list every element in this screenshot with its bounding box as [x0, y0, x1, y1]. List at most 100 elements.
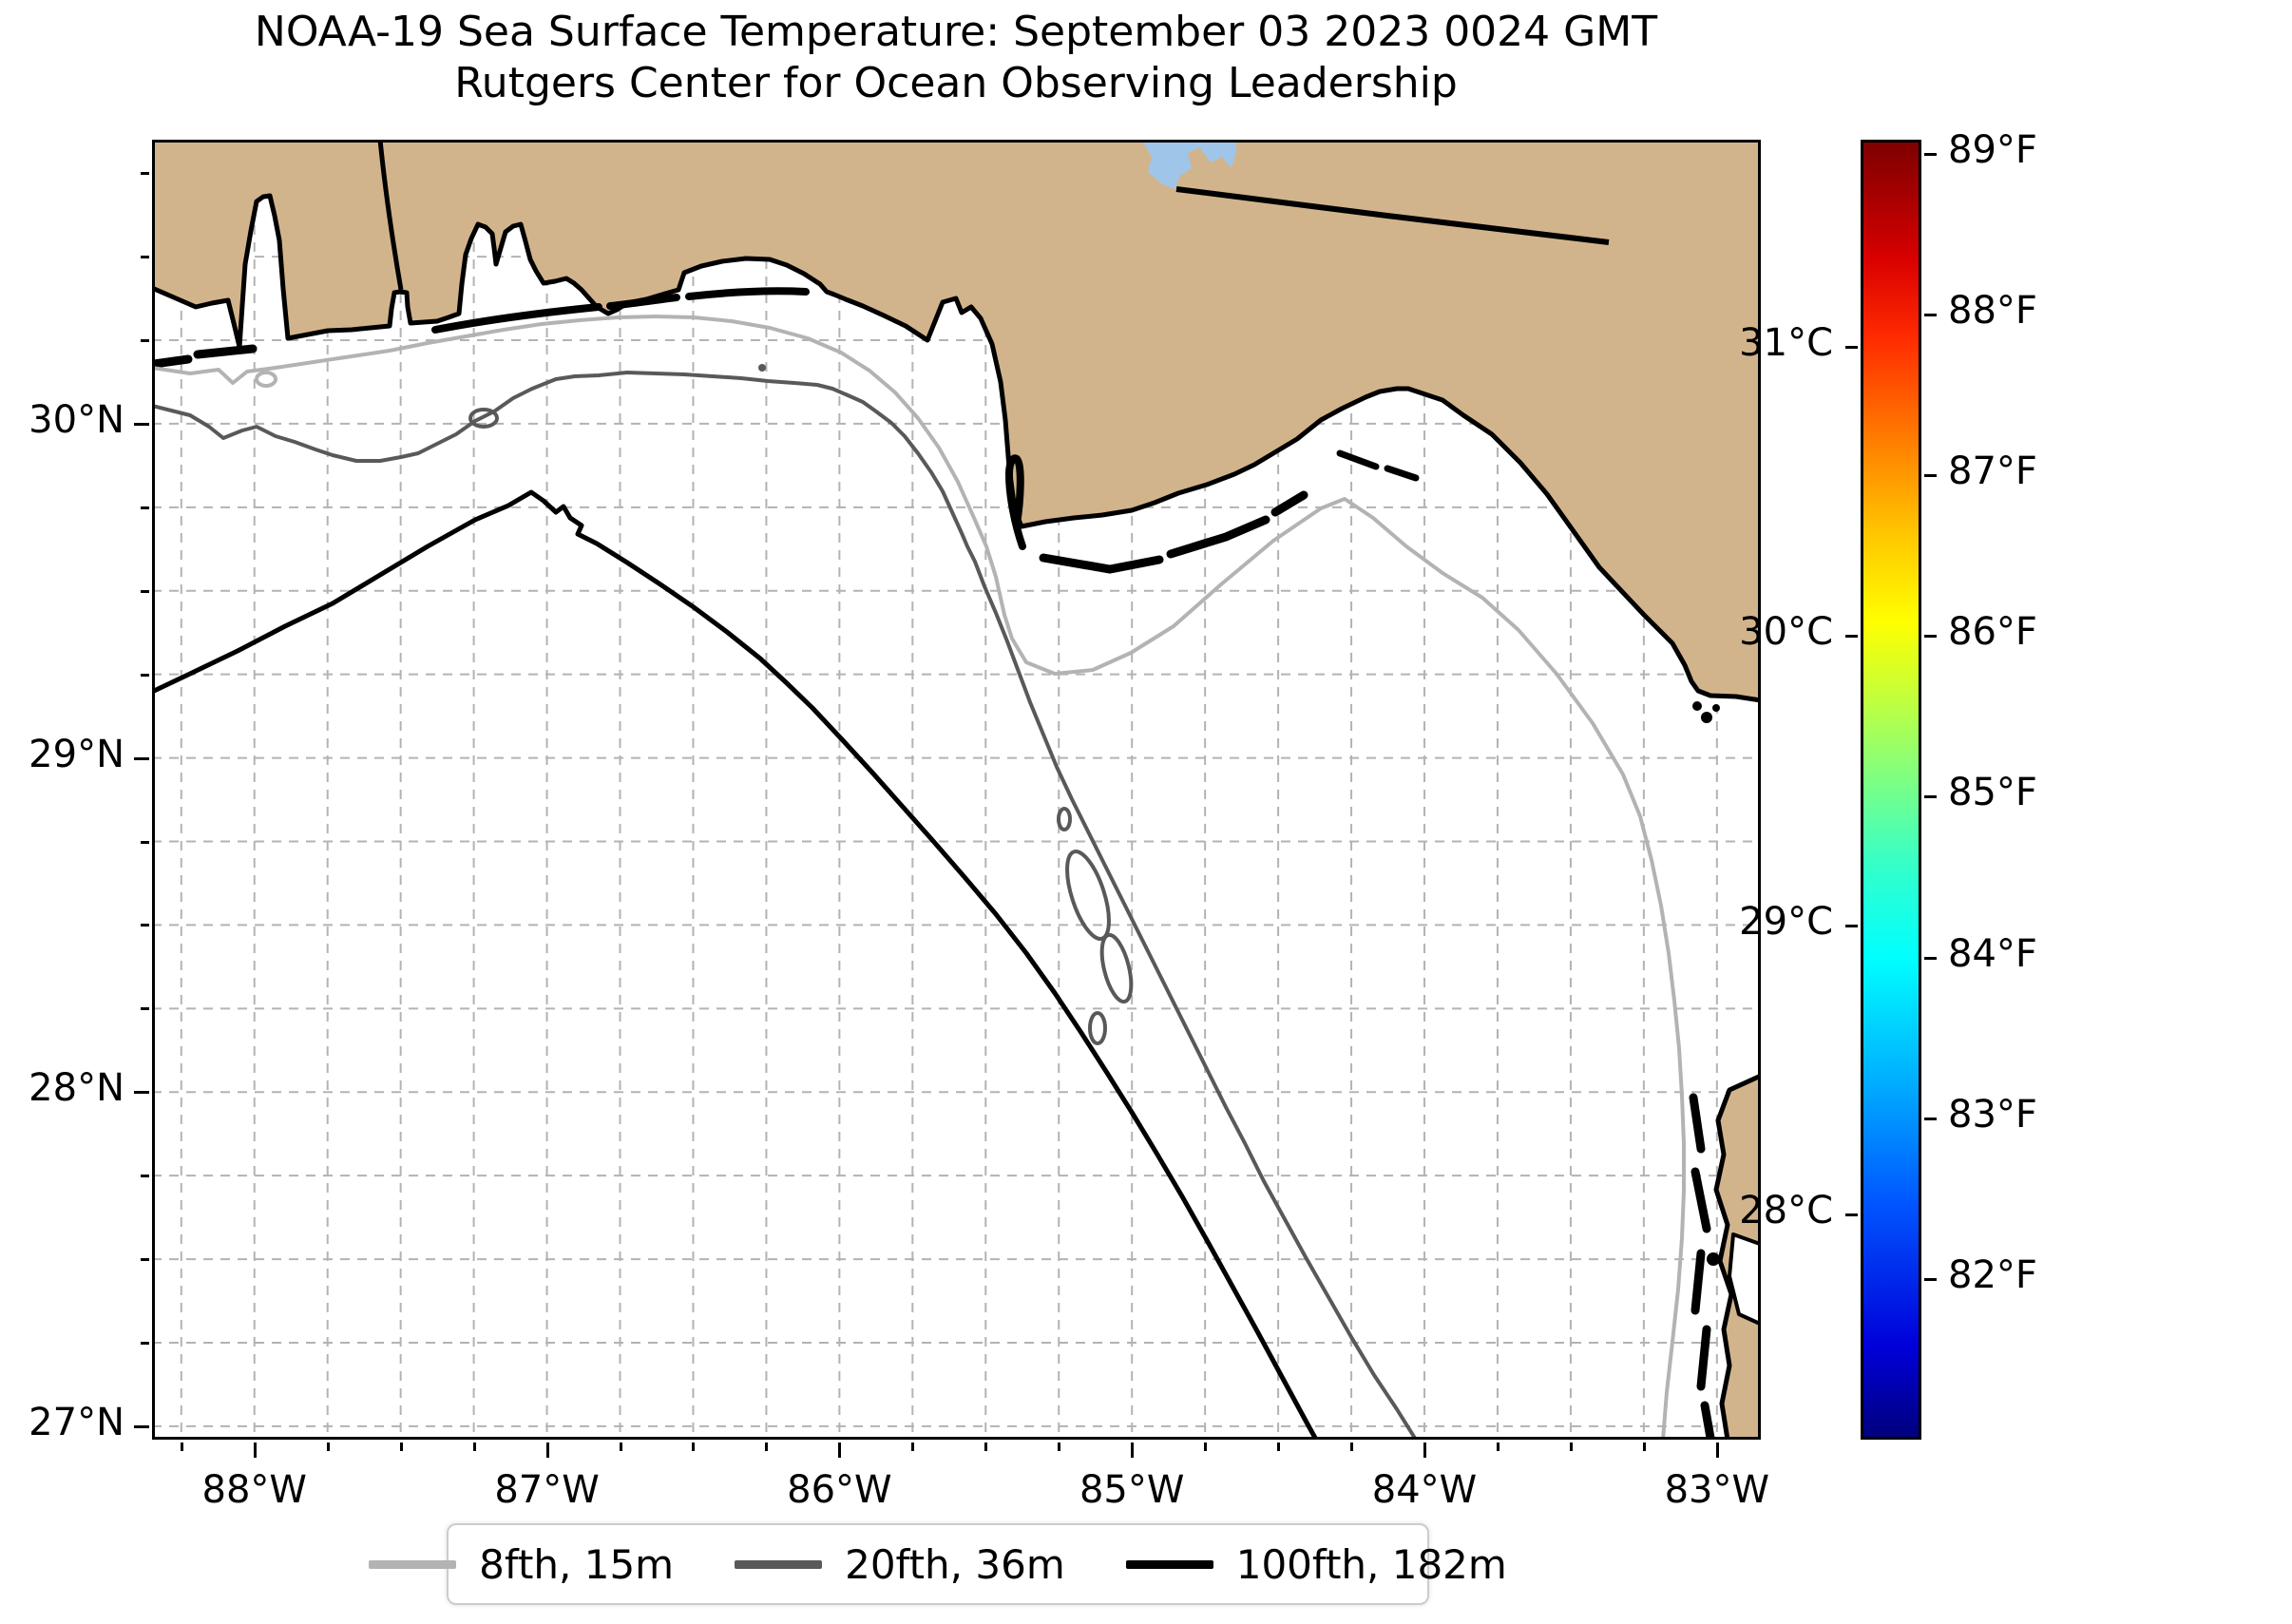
apalachicola-barrier-islands — [1039, 490, 1308, 574]
colorbar-f-tick — [1924, 956, 1937, 960]
apalachee-coastal-islets — [1336, 449, 1420, 482]
panhandle-barrier-islands — [431, 287, 810, 334]
y-tick — [134, 1424, 149, 1428]
state-border-alabama-florida — [377, 140, 404, 291]
y-tick — [141, 924, 149, 927]
figure-title-line2: Rutgers Center for Ocean Observing Leade… — [454, 59, 1458, 107]
legend-line-swatch — [369, 1559, 457, 1569]
y-tick — [141, 1175, 149, 1178]
lake-seminole — [1142, 141, 1236, 189]
legend-item-label: 100fth, 182m — [1235, 1540, 1507, 1588]
land-mainland — [152, 140, 1761, 703]
colorbar-c-label: 31°C — [1739, 321, 1833, 366]
x-tick — [765, 1442, 769, 1451]
y-tick — [134, 1091, 149, 1095]
x-tick — [1496, 1442, 1499, 1451]
x-tick — [1423, 1442, 1427, 1458]
colorbar-f-tick — [1924, 474, 1937, 478]
y-tick — [141, 256, 149, 259]
x-tick — [984, 1442, 988, 1451]
y-tick — [141, 1258, 149, 1262]
x-tick-label: 87°W — [494, 1468, 600, 1512]
x-tick — [1569, 1442, 1573, 1451]
colorbar-c-tick — [1845, 635, 1858, 639]
x-tick-label: 86°W — [787, 1468, 892, 1512]
tampa-barrier-islands — [1689, 1093, 1715, 1440]
colorbar-c-tick — [1845, 346, 1858, 350]
x-tick — [1715, 1442, 1719, 1458]
colorbar-c-tick — [1845, 924, 1858, 927]
bathymetry-legend: 8fth, 15m 20fth, 36m 100fth, 182m — [369, 1523, 1507, 1605]
y-tick — [141, 506, 149, 509]
colorbar-c-tick — [1845, 1213, 1858, 1216]
x-tick-label: 88°W — [201, 1468, 307, 1512]
colorbar-f-tick — [1924, 795, 1937, 799]
x-tick — [1350, 1442, 1354, 1451]
colorbar-f-label: 86°F — [1948, 610, 2037, 655]
y-tick-label: 30°N — [29, 397, 124, 442]
colorbar-c-label: 28°C — [1739, 1189, 1833, 1232]
x-tick — [326, 1442, 330, 1451]
y-tick — [134, 756, 149, 760]
y-tick-label: 29°N — [29, 732, 124, 776]
x-tick — [1058, 1442, 1061, 1451]
colorbar-c-label: 29°C — [1739, 899, 1833, 944]
x-tick — [619, 1442, 622, 1451]
colorbar-f-tick — [1924, 153, 1937, 157]
x-tick — [1642, 1442, 1646, 1451]
contour-100fth-182m — [152, 489, 1319, 1440]
cedar-key-islets — [1692, 701, 1720, 723]
contour-20fth-36m — [152, 371, 1418, 1440]
x-tick — [1204, 1442, 1208, 1451]
legend-item-label: 8fth, 15m — [479, 1540, 675, 1588]
contour-20fth-middle-grounds-loops — [1057, 807, 1134, 1045]
y-tick — [141, 339, 149, 342]
colorbar-f-label: 83°F — [1948, 1092, 2037, 1137]
y-tick — [141, 589, 149, 593]
y-tick-label: 27°N — [29, 1400, 124, 1444]
x-tick — [1131, 1442, 1135, 1458]
colorbar-f-label: 88°F — [1948, 289, 2037, 334]
x-tick — [692, 1442, 696, 1451]
x-tick — [253, 1442, 257, 1458]
contour-20fth-dot — [758, 364, 766, 372]
legend-line-swatch — [735, 1559, 823, 1569]
colorbar-f-tick — [1924, 635, 1937, 639]
x-tick — [911, 1442, 915, 1451]
temperature-colorbar — [1861, 140, 1921, 1440]
state-border-georgia-florida — [1175, 186, 1610, 245]
x-tick — [545, 1442, 549, 1458]
egmont-key-island — [1707, 1252, 1720, 1266]
colorbar-f-tick — [1924, 314, 1937, 317]
y-tick — [141, 840, 149, 844]
mississippi-barrier-islands — [152, 344, 258, 369]
y-tick — [141, 172, 149, 176]
colorbar-f-label: 82°F — [1948, 1252, 2037, 1297]
legend-item: 100fth, 182m — [1125, 1540, 1507, 1588]
st-joseph-spit — [1004, 454, 1026, 550]
map-plot-area — [152, 140, 1761, 1440]
figure-title-line1: NOAA-19 Sea Surface Temperature: Septemb… — [254, 8, 1658, 56]
legend-item: 20fth, 36m — [735, 1541, 1065, 1588]
tampa-bay-inlet — [1728, 1232, 1761, 1326]
legend-item: 8fth, 15m — [369, 1541, 674, 1588]
map-svg — [152, 140, 1761, 1440]
legend-item-label: 20fth, 36m — [845, 1540, 1065, 1588]
x-tick-label: 84°W — [1371, 1468, 1478, 1512]
colorbar-f-label: 84°F — [1948, 931, 2037, 976]
y-tick — [141, 1342, 149, 1345]
contour-8fth-small-loop — [255, 371, 277, 388]
y-tick — [141, 1007, 149, 1011]
y-tick — [141, 673, 149, 677]
colorbar-f-tick — [1924, 1277, 1937, 1281]
y-tick — [134, 422, 149, 426]
x-tick-label: 83°W — [1664, 1468, 1770, 1512]
colorbar-c-label: 30°C — [1739, 610, 1833, 655]
x-tick — [472, 1442, 476, 1451]
x-tick — [1277, 1442, 1281, 1451]
legend-line-swatch — [1125, 1559, 1213, 1569]
colorbar-f-label: 87°F — [1948, 449, 2037, 494]
x-tick — [838, 1442, 842, 1458]
x-tick-label: 85°W — [1079, 1468, 1185, 1512]
